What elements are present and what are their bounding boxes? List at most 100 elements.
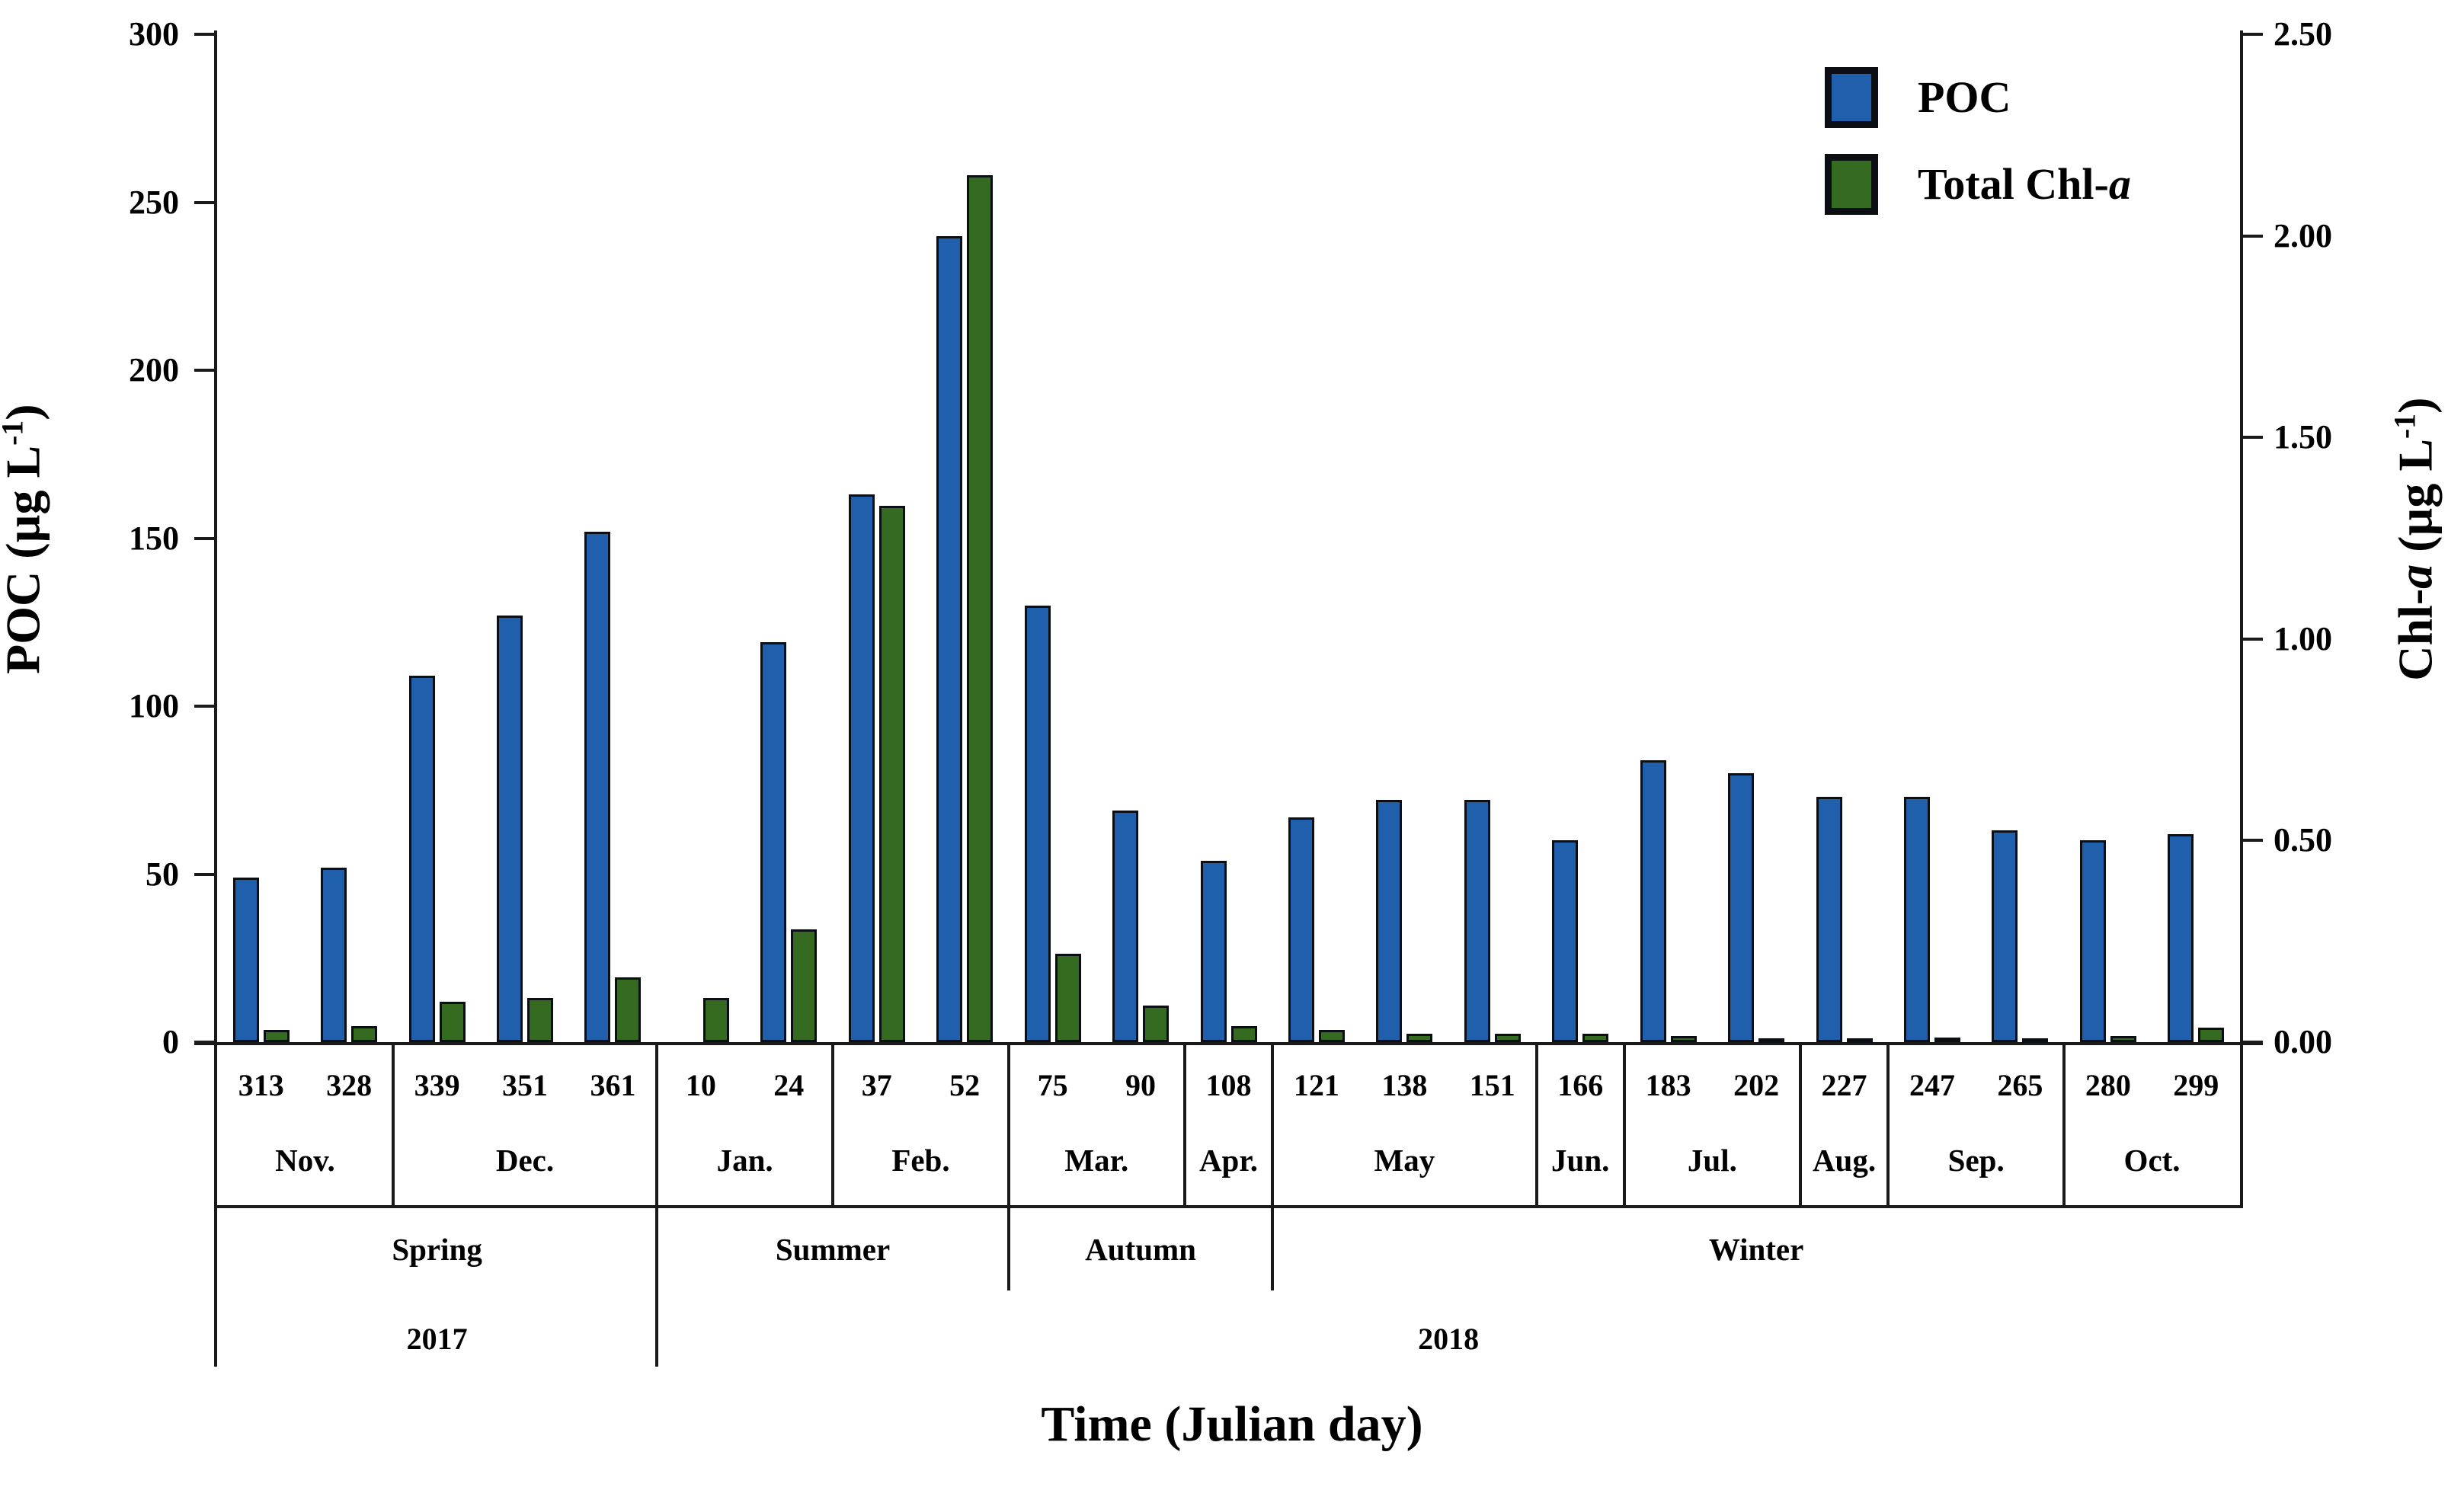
left-axis-tick-label: 50	[146, 855, 179, 893]
day-label: 166	[1557, 1068, 1604, 1102]
right-axis-tick	[2243, 234, 2263, 238]
right-axis-line	[2240, 30, 2243, 1042]
chl-bar	[527, 997, 554, 1042]
season-divider	[1271, 1205, 1275, 1290]
day-label: 138	[1381, 1068, 1428, 1102]
month-label: Mar.	[1064, 1143, 1129, 1178]
month-label: Oct.	[2123, 1143, 2181, 1178]
day-label: 280	[2085, 1068, 2131, 1102]
month-label: Jun.	[1551, 1143, 1610, 1178]
left-axis-title: POC (µg L-1)	[0, 404, 50, 674]
day-label: 265	[1997, 1068, 2043, 1102]
season-divider	[655, 1205, 659, 1367]
day-label: 75	[1037, 1068, 1068, 1102]
poc-bar	[760, 642, 787, 1042]
left-axis-tick-label: 100	[129, 687, 179, 724]
month-divider	[1798, 1042, 1802, 1205]
day-label: 183	[1645, 1068, 1691, 1102]
year-label: 2018	[1418, 1322, 1480, 1356]
left-axis-tick-label: 150	[129, 519, 179, 557]
day-label: 227	[1821, 1068, 1867, 1102]
day-label: 328	[326, 1068, 373, 1102]
poc-bar	[1728, 773, 1755, 1042]
month-band-bottom-rule	[214, 1205, 2243, 1208]
left-axis-tick-label: 300	[129, 15, 179, 53]
poc-bar	[1112, 810, 1139, 1042]
chl-bar	[702, 997, 729, 1042]
poc-bar	[321, 867, 347, 1042]
month-divider	[391, 1042, 395, 1205]
legend-item-total-chl-a: Total Chl-a	[1825, 154, 2131, 215]
day-label: 247	[1909, 1068, 1955, 1102]
chl-bar	[1758, 1038, 1785, 1043]
right-axis-tick-label: 1.00	[2274, 619, 2332, 657]
poc-bar	[1903, 797, 1930, 1042]
poc-bar	[584, 531, 611, 1042]
month-label: Feb.	[891, 1143, 950, 1178]
right-axis-tick	[2243, 436, 2263, 440]
month-label: Apr.	[1198, 1143, 1259, 1178]
month-divider	[1534, 1042, 1538, 1205]
right-axis-tick	[2243, 637, 2263, 641]
baseline	[194, 1042, 2263, 1045]
day-label: 202	[1733, 1068, 1780, 1102]
left-axis-tick	[194, 369, 214, 372]
right-axis-title: Chl-a (µg L-1)	[2388, 397, 2443, 681]
month-divider	[1271, 1042, 1275, 1205]
day-label: 313	[238, 1068, 284, 1102]
chl-bar	[878, 506, 905, 1042]
day-label: 299	[2173, 1068, 2219, 1102]
day-label: 151	[1469, 1068, 1515, 1102]
chl-bar	[967, 175, 994, 1042]
chl-bar	[615, 977, 642, 1042]
month-label: Nov.	[275, 1143, 335, 1178]
day-label: 10	[685, 1068, 716, 1102]
month-label: Aug.	[1812, 1143, 1877, 1178]
poc-bar	[497, 615, 523, 1042]
chl-bar	[1318, 1030, 1345, 1042]
chl-bar	[791, 929, 818, 1042]
left-axis-tick-label: 200	[129, 351, 179, 389]
month-label: Dec.	[495, 1143, 555, 1178]
day-label: 339	[414, 1068, 460, 1102]
season-label: Spring	[392, 1232, 482, 1267]
day-label: 361	[590, 1068, 636, 1102]
poc-bar	[848, 494, 875, 1042]
day-label: 24	[773, 1068, 805, 1102]
month-label: Jan.	[716, 1143, 773, 1178]
chl-bar	[1054, 953, 1081, 1042]
poc-bar	[1640, 759, 1666, 1042]
month-divider	[1622, 1042, 1626, 1205]
day-label: 90	[1125, 1068, 1157, 1102]
right-axis-tick-label: 0.00	[2274, 1023, 2332, 1060]
chl-bar	[439, 1002, 466, 1042]
chl-bar	[1582, 1034, 1609, 1042]
right-axis-tick-label: 2.00	[2274, 216, 2332, 254]
left-axis-tick	[194, 536, 214, 540]
poc-bar	[1376, 800, 1403, 1042]
chl-bar	[1143, 1006, 1170, 1042]
chl-bar	[2022, 1038, 2049, 1043]
month-band-right-edge	[2240, 1042, 2243, 1205]
season-label: Winter	[1708, 1232, 1804, 1267]
legend: POC Total Chl-a	[1825, 67, 2131, 241]
season-label: Summer	[775, 1232, 891, 1267]
poc-bar	[936, 235, 963, 1042]
poc-bar	[1992, 830, 2018, 1042]
month-divider	[2062, 1042, 2066, 1205]
left-axis-line	[214, 30, 217, 1367]
day-label: 108	[1205, 1068, 1252, 1102]
poc-bar	[2168, 833, 2194, 1042]
legend-label-poc: POC	[1918, 72, 2011, 122]
poc-bar	[1024, 605, 1051, 1042]
chl-bar	[351, 1025, 378, 1042]
season-label: Autumn	[1085, 1232, 1196, 1267]
month-label: Jul.	[1687, 1143, 1737, 1178]
left-axis-tick-label: 0	[162, 1023, 179, 1060]
chl-bar	[1406, 1034, 1433, 1042]
day-label: 52	[949, 1068, 981, 1102]
month-divider	[831, 1042, 835, 1205]
poc-bar	[232, 877, 259, 1042]
left-axis-tick	[194, 705, 214, 708]
